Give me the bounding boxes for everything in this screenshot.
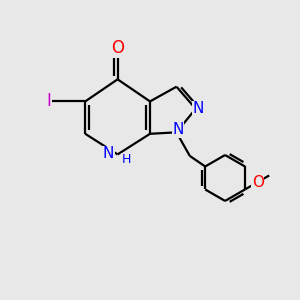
Text: H: H (122, 153, 131, 166)
Text: N: N (193, 101, 204, 116)
Text: O: O (111, 39, 124, 57)
Text: N: N (172, 122, 184, 137)
Text: N: N (103, 146, 114, 161)
Text: O: O (252, 175, 264, 190)
Text: I: I (46, 92, 51, 110)
